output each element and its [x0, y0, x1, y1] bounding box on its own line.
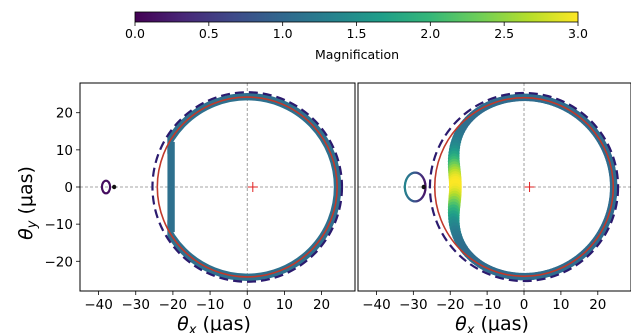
- x-tick-label: −20: [436, 297, 465, 313]
- y-tick-label: −20: [45, 254, 74, 270]
- red-circle: [156, 96, 338, 278]
- x-tick-label: 20: [589, 297, 606, 313]
- colorbar-tick-label: 1.5: [347, 26, 367, 41]
- plot-area: [80, 83, 355, 291]
- x-tick-label: −10: [473, 297, 502, 313]
- source-dot: [421, 184, 426, 190]
- x-axis-label-right: θx (μas): [455, 313, 529, 333]
- left-panel: −40 −30 −20 −10 0 10 20 20 10 0 −10 −20: [45, 82, 356, 313]
- x-tick-label: −20: [159, 297, 188, 313]
- y-axis-label-left: θy (μas): [15, 166, 40, 240]
- red-circle: [433, 96, 615, 278]
- colorbar-tick-label: 2.5: [494, 26, 514, 41]
- secondary-image: [100, 179, 112, 195]
- x-tick-label: −30: [121, 297, 150, 313]
- colorbar: 0.0 0.5 1.0 1.5 2.0 2.5 3.0 Magnification: [125, 11, 588, 62]
- colorbar-tick-label: 0.5: [199, 26, 219, 41]
- colorbar-gradient: [134, 11, 579, 23]
- x-tick-label: 10: [276, 297, 293, 313]
- y-tick-label: 10: [56, 143, 73, 159]
- source-dot: [111, 184, 117, 190]
- x-tick-label: 0: [243, 297, 252, 313]
- y-tick-label: −10: [45, 217, 74, 233]
- x-tick-label: 20: [313, 297, 330, 313]
- x-tick-label: −40: [362, 297, 391, 313]
- plot-area: [358, 83, 631, 291]
- colorbar-tick-label: 1.0: [273, 26, 293, 41]
- x-tick-label: −10: [196, 297, 225, 313]
- right-panel: −40 −30 −20 −10 0 10 20: [357, 82, 631, 313]
- y-tick-label: 20: [56, 106, 73, 122]
- x-tick-label: 0: [520, 297, 529, 313]
- primary-image-band: [167, 141, 175, 233]
- y-tick-label: 0: [64, 180, 73, 196]
- colorbar-tick-label: 0.0: [125, 26, 145, 41]
- colorbar-tick-label: 2.0: [420, 26, 440, 41]
- x-tick-label: −30: [399, 297, 428, 313]
- dashed-circle: [151, 91, 344, 283]
- colorbar-label: Magnification: [315, 47, 399, 62]
- colorbar-tick-label: 3.0: [568, 26, 588, 41]
- dashed-circle: [428, 91, 620, 283]
- colorbar-ticks: 0.0 0.5 1.0 1.5 2.0 2.5 3.0: [125, 22, 588, 41]
- x-axis-label-left: θx (μas): [177, 313, 251, 333]
- x-tick-label: −40: [84, 297, 113, 313]
- x-tick-label: 10: [552, 297, 569, 313]
- panel-frame: [357, 82, 631, 292]
